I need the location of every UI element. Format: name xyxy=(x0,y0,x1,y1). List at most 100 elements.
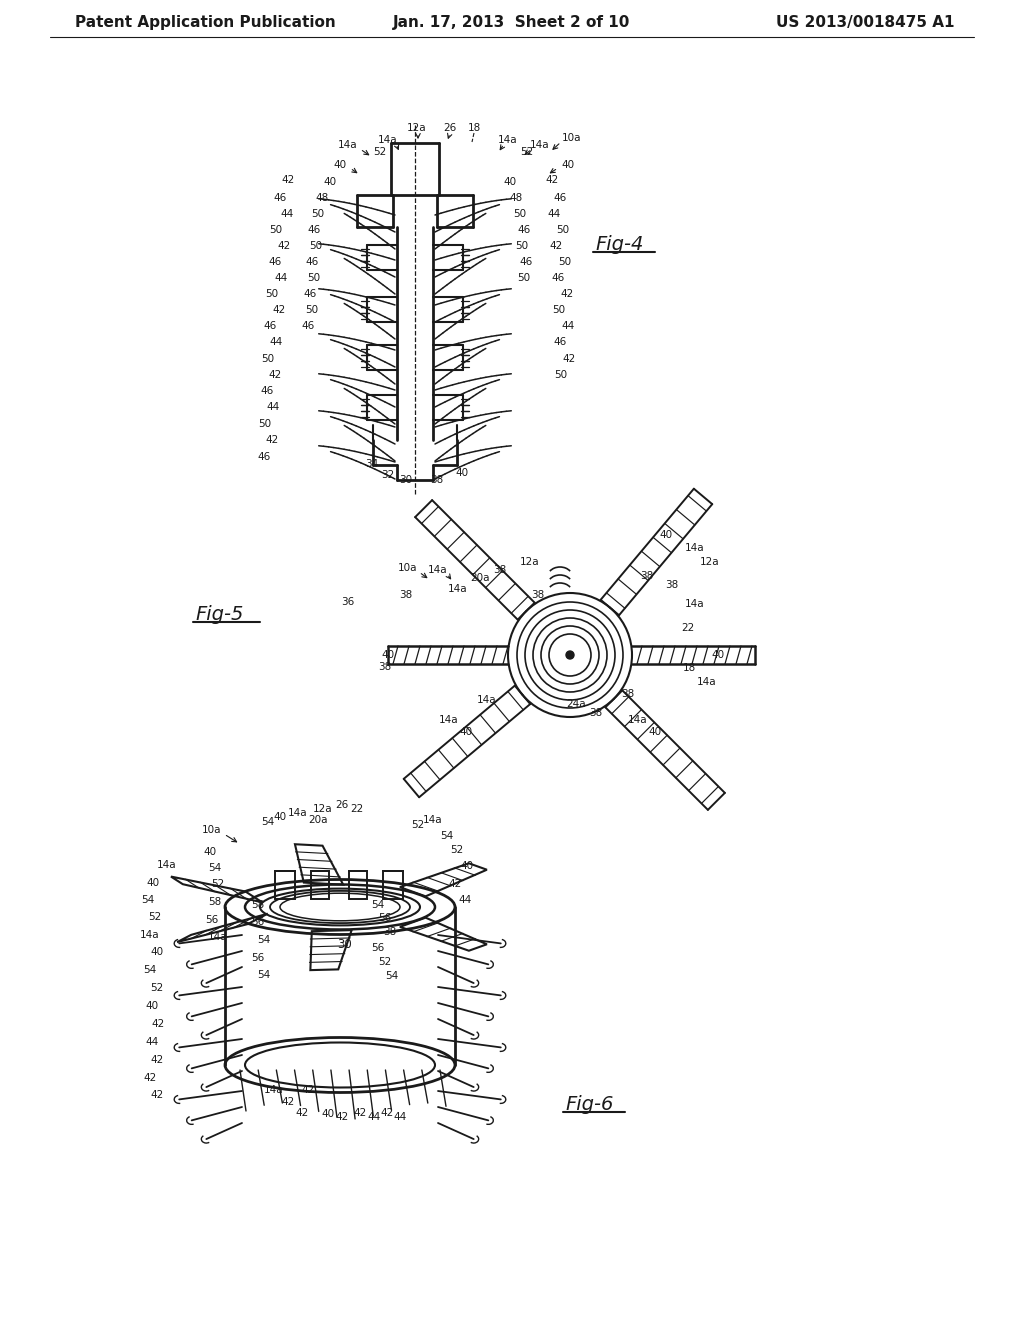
Text: 42: 42 xyxy=(282,176,295,185)
Text: 50: 50 xyxy=(513,209,526,219)
Text: 40: 40 xyxy=(648,727,662,737)
Text: 14a: 14a xyxy=(338,140,357,150)
Text: 42: 42 xyxy=(301,1085,314,1096)
Text: 22: 22 xyxy=(350,804,364,814)
Text: 50: 50 xyxy=(269,224,283,235)
Text: 50: 50 xyxy=(258,418,271,429)
Text: 14a: 14a xyxy=(685,599,705,609)
Text: 40: 40 xyxy=(712,649,725,660)
Text: 32: 32 xyxy=(381,470,394,480)
Text: 10a: 10a xyxy=(562,133,582,143)
Text: 44: 44 xyxy=(548,209,560,219)
Text: 46: 46 xyxy=(268,257,282,267)
Text: Fig-4: Fig-4 xyxy=(595,235,643,255)
Text: 50: 50 xyxy=(261,354,274,364)
Text: 54: 54 xyxy=(208,863,221,873)
Text: 46: 46 xyxy=(551,273,564,282)
Text: 50: 50 xyxy=(309,242,323,251)
Text: 58: 58 xyxy=(208,898,221,907)
Text: 56: 56 xyxy=(206,915,219,925)
Text: 54: 54 xyxy=(385,972,398,981)
Text: 14a: 14a xyxy=(499,135,518,145)
Text: 14a: 14a xyxy=(423,814,442,825)
Text: 38: 38 xyxy=(640,572,653,581)
Text: 40: 40 xyxy=(461,861,473,871)
Text: 38: 38 xyxy=(622,689,635,700)
Text: 42: 42 xyxy=(143,1073,157,1082)
Text: 46: 46 xyxy=(305,257,318,267)
Text: 52: 52 xyxy=(151,983,164,993)
Bar xyxy=(275,871,295,899)
Text: 46: 46 xyxy=(517,224,530,235)
Text: 40: 40 xyxy=(460,727,472,737)
Text: US 2013/0018475 A1: US 2013/0018475 A1 xyxy=(776,15,955,29)
Text: 38: 38 xyxy=(531,590,545,601)
Text: 40: 40 xyxy=(659,531,673,540)
Text: 30: 30 xyxy=(338,939,352,952)
Text: 46: 46 xyxy=(273,193,287,203)
Text: 20a: 20a xyxy=(308,814,328,825)
Text: 44: 44 xyxy=(393,1111,407,1122)
Text: Fig-6: Fig-6 xyxy=(565,1096,613,1114)
Text: 50: 50 xyxy=(515,242,528,251)
Text: 38: 38 xyxy=(383,927,396,937)
Text: 58: 58 xyxy=(251,900,264,909)
Text: 40: 40 xyxy=(145,1001,159,1011)
Text: 14a: 14a xyxy=(140,931,160,940)
Text: 14a: 14a xyxy=(449,583,468,594)
Text: 44: 44 xyxy=(145,1038,159,1047)
Text: 44: 44 xyxy=(561,321,574,331)
Text: 44: 44 xyxy=(266,403,280,412)
Text: 42: 42 xyxy=(562,354,575,364)
Text: 44: 44 xyxy=(368,1111,381,1122)
Text: 40: 40 xyxy=(504,177,516,187)
Text: 44: 44 xyxy=(281,209,294,219)
Text: 14a: 14a xyxy=(685,543,705,553)
Text: 12a: 12a xyxy=(700,557,720,568)
Text: 52: 52 xyxy=(520,147,534,157)
Text: 14a: 14a xyxy=(378,135,397,145)
Text: 26: 26 xyxy=(336,800,348,810)
Text: 40: 40 xyxy=(324,177,337,187)
Text: 12a: 12a xyxy=(520,557,540,568)
Text: 48: 48 xyxy=(509,193,522,203)
Text: 42: 42 xyxy=(546,176,559,185)
Text: 40: 40 xyxy=(151,946,164,957)
Text: 46: 46 xyxy=(519,257,532,267)
Text: 42: 42 xyxy=(560,289,573,300)
Text: 50: 50 xyxy=(552,305,565,315)
Text: 54: 54 xyxy=(372,900,385,909)
Text: 24a: 24a xyxy=(566,700,586,709)
Text: 26: 26 xyxy=(443,123,457,133)
Text: 50: 50 xyxy=(556,224,569,235)
Text: 10a: 10a xyxy=(203,825,222,836)
Text: 40: 40 xyxy=(204,847,216,857)
Text: 40: 40 xyxy=(561,160,574,170)
Text: 18: 18 xyxy=(467,123,480,133)
Text: 42: 42 xyxy=(353,1107,367,1118)
Text: 54: 54 xyxy=(257,970,270,979)
Text: 42: 42 xyxy=(278,242,291,251)
Text: 34: 34 xyxy=(366,459,379,469)
Text: 56: 56 xyxy=(251,953,264,964)
Text: 48: 48 xyxy=(315,193,329,203)
Text: 42: 42 xyxy=(151,1090,164,1100)
Text: 14a: 14a xyxy=(264,1085,284,1096)
Text: 50: 50 xyxy=(517,273,530,282)
Text: 10a: 10a xyxy=(398,564,418,573)
Bar xyxy=(349,871,367,899)
Text: 54: 54 xyxy=(257,935,270,945)
Text: 54: 54 xyxy=(261,817,274,828)
Text: 42: 42 xyxy=(268,370,282,380)
Circle shape xyxy=(566,651,574,659)
Text: Jan. 17, 2013  Sheet 2 of 10: Jan. 17, 2013 Sheet 2 of 10 xyxy=(393,15,631,29)
Text: 46: 46 xyxy=(307,224,321,235)
Text: 52: 52 xyxy=(374,147,387,157)
Text: 14a: 14a xyxy=(628,715,648,725)
Text: 56: 56 xyxy=(251,917,264,927)
Text: 46: 46 xyxy=(301,321,314,331)
Text: 14a: 14a xyxy=(477,696,497,705)
Text: 14a: 14a xyxy=(697,677,717,686)
Text: 38: 38 xyxy=(494,565,507,576)
Text: 46: 46 xyxy=(260,385,273,396)
